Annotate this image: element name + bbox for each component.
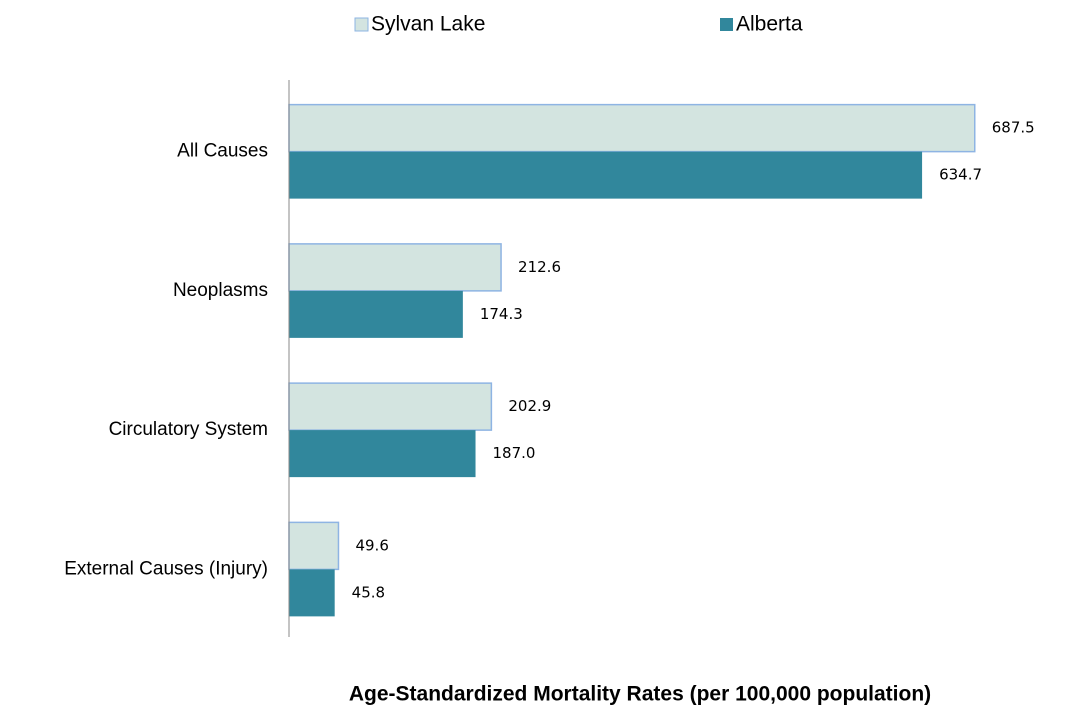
data-label: 634.7 [939,166,982,184]
data-label: 187.0 [493,444,536,462]
bar [288,382,493,431]
data-label: 45.8 [352,583,385,601]
y-tick-label: External Causes (Injury) [64,558,268,579]
y-tick-label: Neoplasms [173,280,268,301]
data-label: 174.3 [480,305,523,323]
bar [289,569,335,617]
legend-label: Sylvan Lake [371,13,485,36]
legend-swatch [720,18,733,31]
y-tick-label: Circulatory System [109,419,268,440]
data-label: 687.5 [992,119,1035,137]
data-label: 202.9 [508,397,551,415]
legend-label: Alberta [736,13,803,36]
bar [288,103,976,153]
y-tick-label: All Causes [177,141,268,162]
legend-swatch [354,17,369,32]
bar [288,243,502,292]
data-label: 212.6 [518,258,561,276]
x-axis-label: Age-Standardized Mortality Rates (per 10… [349,683,931,706]
data-label: 49.6 [355,536,388,554]
bar [289,290,463,338]
bar [289,430,476,478]
bar [289,151,923,199]
bar [288,521,340,571]
